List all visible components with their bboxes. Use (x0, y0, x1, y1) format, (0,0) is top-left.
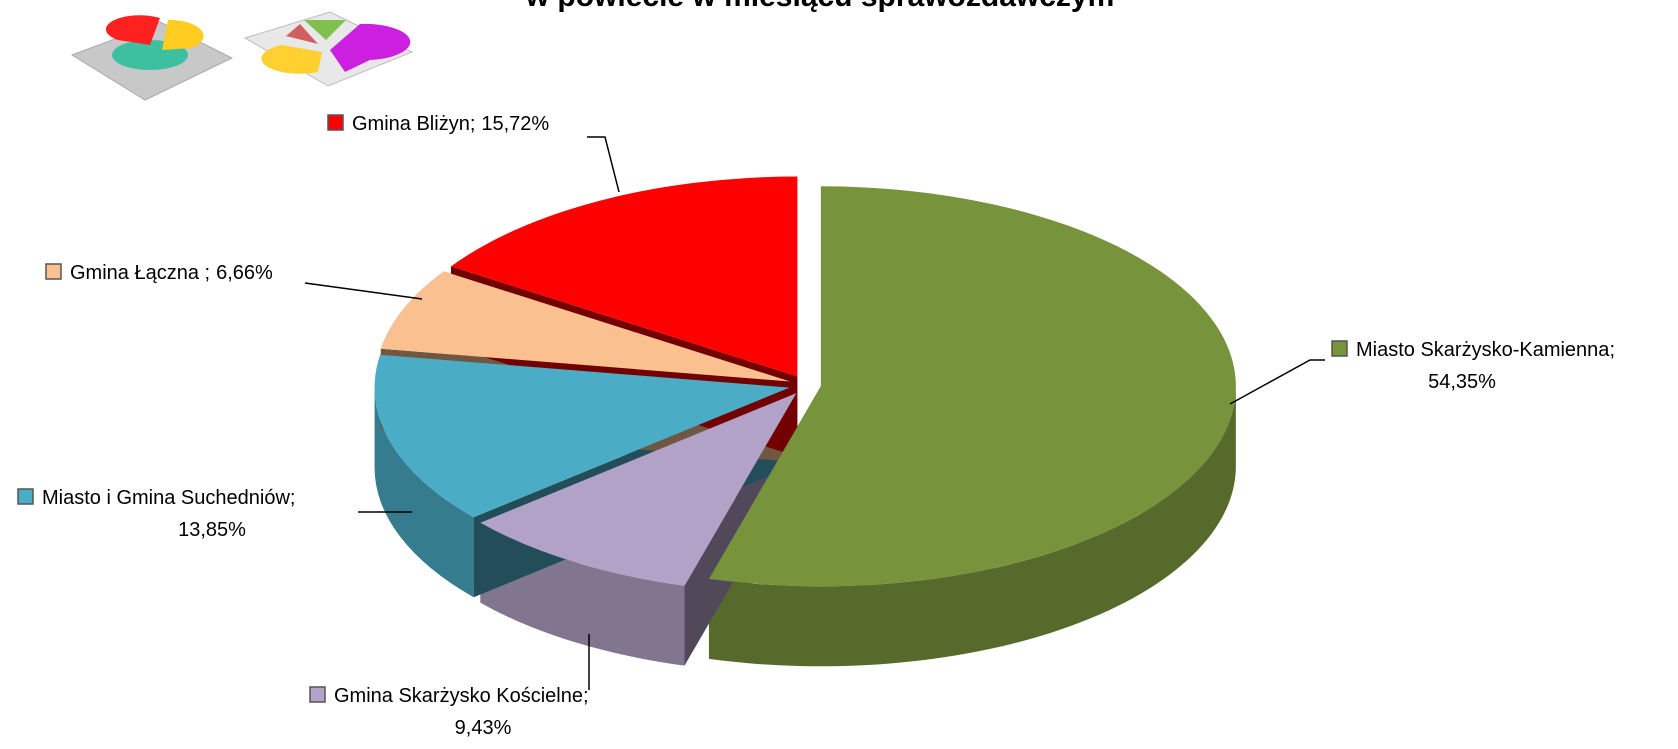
value-label: 15,72% (481, 113, 549, 135)
pie-tops (374, 176, 1236, 587)
chart-type-icons (70, 11, 414, 101)
label-name: Gmina Skarżysko Kościelne (334, 685, 583, 707)
leader-line (1229, 359, 1325, 405)
slice (380, 271, 791, 382)
data-label: 13,85% (178, 519, 246, 541)
label-separator: ; (1609, 339, 1615, 361)
data-label: Miasto Skarżysko-Kamienna; (1356, 339, 1615, 361)
label-separator: ; (583, 685, 589, 707)
data-label: Gmina Bliżyn; 15,72% (352, 113, 549, 135)
value-label: 54,35% (1428, 371, 1496, 393)
data-label: Miasto i Gmina Suchedniów; (42, 487, 295, 509)
value-label: 13,85% (178, 519, 246, 541)
data-label: 9,43% (455, 717, 512, 739)
label-name: Miasto i Gmina Suchedniów (42, 487, 290, 509)
legend-key (1331, 340, 1348, 357)
data-label: Gmina Łączna ; 6,66% (70, 262, 273, 284)
legend-key (17, 488, 34, 505)
label-name: Miasto Skarżysko-Kamienna (1356, 339, 1610, 361)
labels: Miasto Skarżysko-Kamienna; 54,35% Gmina Sk… (17, 113, 1615, 739)
slice-side (708, 386, 1236, 667)
leader-line (587, 136, 620, 193)
label-separator: ; (290, 487, 296, 509)
legend-key (327, 114, 344, 131)
data-label: Gmina Skarżysko Kościelne; (334, 685, 589, 707)
label-name: Gmina Bliżyn (352, 113, 470, 135)
pie (374, 176, 1236, 667)
slice (708, 186, 1236, 587)
chart-title: w powiecie w miesiącu sprawozdawczym (525, 0, 1115, 13)
label-name: Gmina Łączna (70, 262, 205, 284)
value-label: 6,66% (216, 262, 273, 284)
slice (451, 176, 798, 377)
slice (480, 393, 797, 586)
data-label: 54,35% (1428, 371, 1496, 393)
legend-key (309, 686, 326, 703)
leader-line (304, 282, 423, 300)
label-separator: ; (470, 113, 476, 135)
label-separator: ; (205, 262, 211, 284)
value-label: 9,43% (455, 717, 512, 739)
slice (374, 354, 790, 518)
legend-key (45, 263, 62, 280)
slice-side (374, 387, 474, 598)
